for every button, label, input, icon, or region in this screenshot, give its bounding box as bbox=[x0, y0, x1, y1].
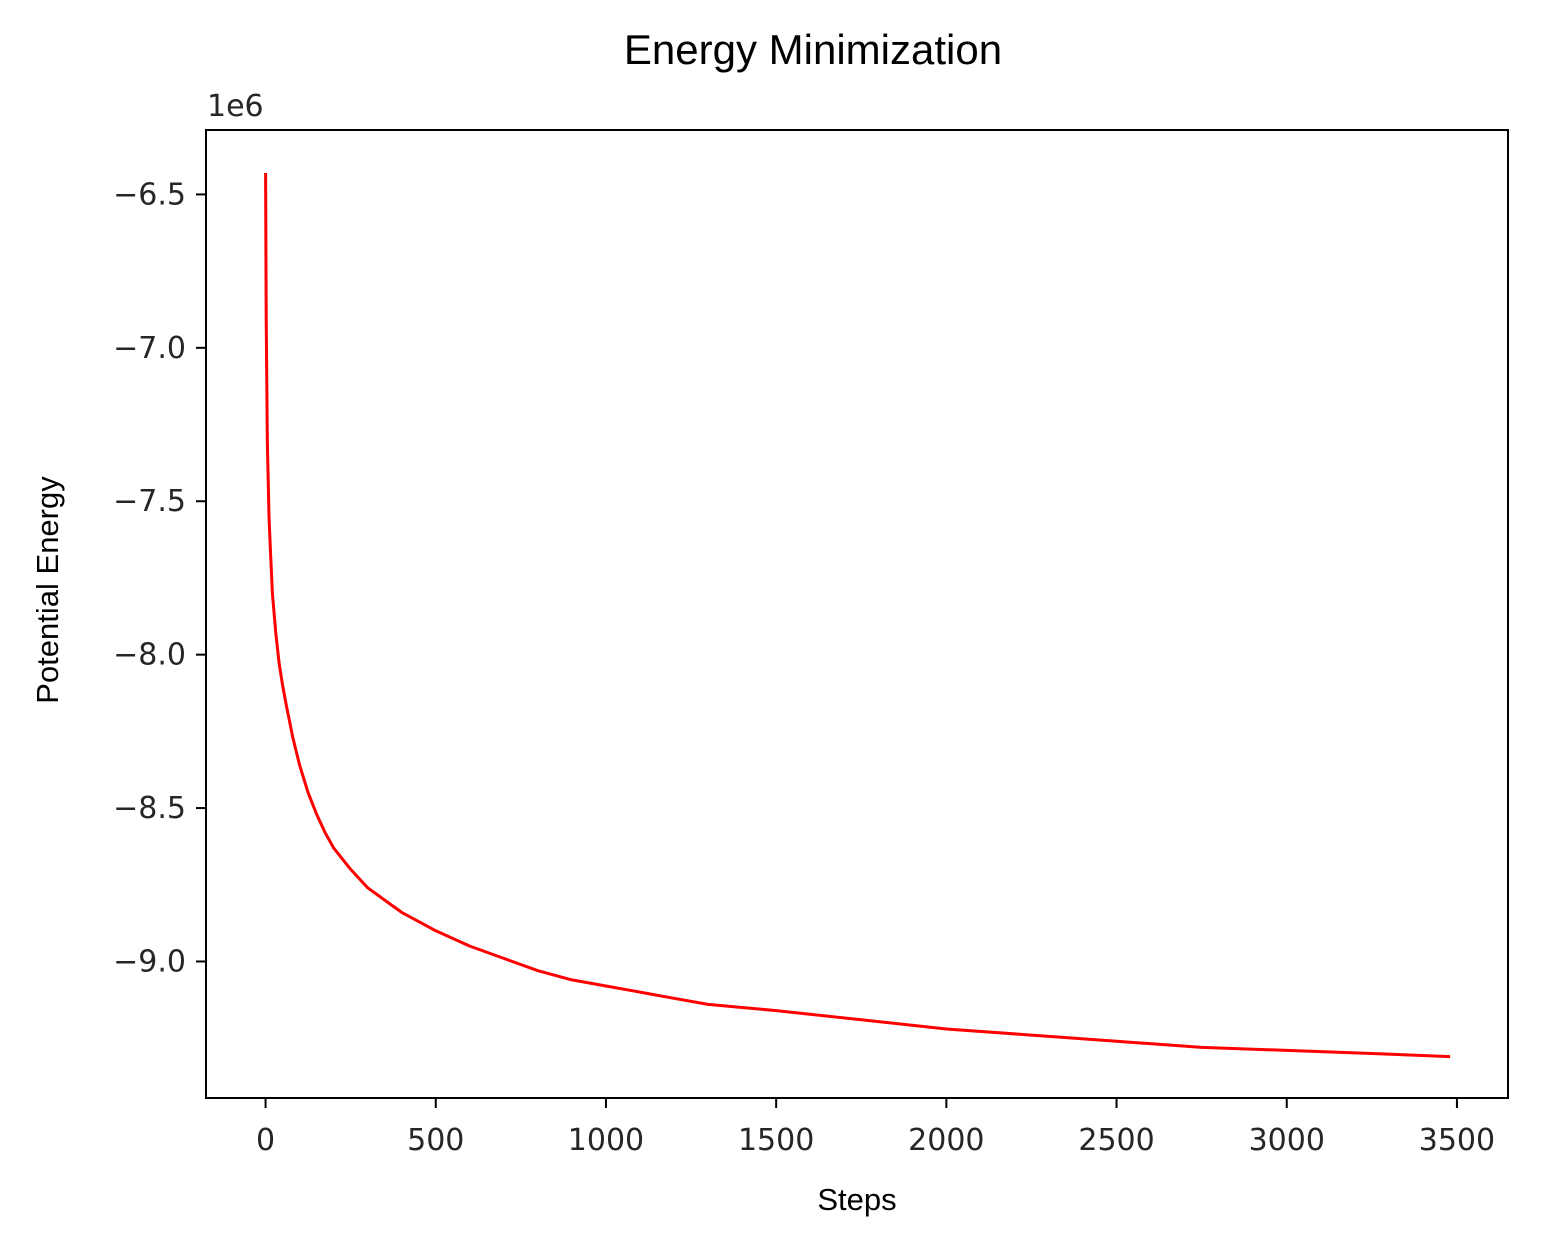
x-tick-label: 500 bbox=[407, 1123, 464, 1158]
y-tick-label: −9.0 bbox=[113, 944, 186, 979]
y-tick-label: −8.0 bbox=[113, 638, 186, 673]
series-layer bbox=[264, 172, 1451, 1059]
y-axis-offset-label: 1e6 bbox=[207, 89, 264, 124]
ticks-layer: 0 500 1000 1500 2000 2500 3000 3500 −6.5 −7.0 −7.5… bbox=[113, 177, 1495, 1158]
x-tick-label: 1500 bbox=[738, 1123, 814, 1158]
y-axis-label: Potential Energy bbox=[30, 476, 65, 704]
x-axis-label: Steps bbox=[817, 1182, 896, 1217]
x-tick-label: 3500 bbox=[1419, 1123, 1495, 1158]
x-tick-label: 2500 bbox=[1078, 1123, 1154, 1158]
chart-title: Energy Minimization bbox=[624, 26, 1002, 73]
series-line bbox=[264, 172, 1451, 1059]
y-tick-label: −7.0 bbox=[113, 331, 186, 366]
y-tick-label: −8.5 bbox=[113, 791, 186, 826]
plot-frame bbox=[205, 129, 1509, 1099]
y-tick-label: −7.5 bbox=[113, 484, 186, 519]
y-tick-label: −6.5 bbox=[113, 177, 186, 212]
x-tick-label: 0 bbox=[256, 1123, 275, 1158]
x-tick-label: 2000 bbox=[908, 1123, 984, 1158]
x-tick-label: 3000 bbox=[1249, 1123, 1325, 1158]
x-tick-label: 1000 bbox=[568, 1123, 644, 1158]
